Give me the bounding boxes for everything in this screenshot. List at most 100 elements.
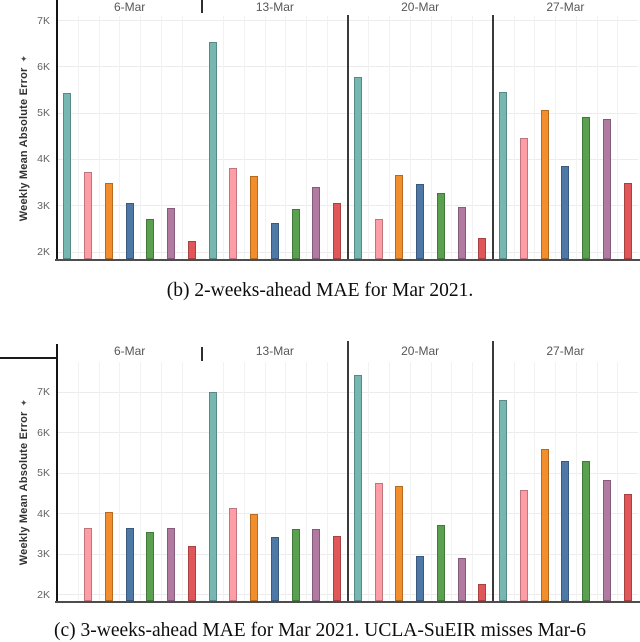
gridline-x <box>264 362 266 601</box>
bar-orange-20-mar[interactable] <box>395 486 404 601</box>
gridline-x <box>534 16 536 259</box>
bar-purple-27-mar[interactable] <box>602 119 611 259</box>
bar-blue-20-mar[interactable] <box>416 556 425 601</box>
bar-orange-27-mar[interactable] <box>540 109 549 259</box>
bar-orange-20-mar[interactable] <box>395 174 404 259</box>
axis-header-divider <box>0 357 57 359</box>
bar-purple-13-mar[interactable] <box>312 529 321 601</box>
bar-orange-13-mar[interactable] <box>250 513 259 601</box>
bar-green-20-mar[interactable] <box>436 525 445 601</box>
bar-green-6-mar[interactable] <box>146 218 155 259</box>
bar-teal-27-mar[interactable] <box>499 92 508 259</box>
gridline-x <box>513 16 515 259</box>
bar-pink-6-mar[interactable] <box>84 528 93 601</box>
y-tick-label: 2K <box>37 588 50 601</box>
plot-area-2-weeks: 2K 3K 4K 5K 6K 7K 6-Mar 13-Mar 20-Mar 27-Mar <box>0 0 640 262</box>
bar-purple-6-mar[interactable] <box>167 208 176 259</box>
gridline-x <box>555 16 556 259</box>
bar-purple-20-mar[interactable] <box>457 206 466 259</box>
gridline-x <box>409 362 411 601</box>
bar-green-13-mar[interactable] <box>291 528 300 601</box>
gridline-x <box>223 16 224 259</box>
bar-red-27-mar[interactable] <box>623 494 632 601</box>
bar-purple-20-mar[interactable] <box>457 557 466 601</box>
gridline-x <box>368 16 370 259</box>
plot-area-3-weeks: 2K 3K 4K 5K 6K 7K 6-Mar 13-Mar 20-Mar 27-Mar <box>0 341 640 603</box>
bar-teal-13-mar[interactable] <box>208 392 217 601</box>
bar-orange-6-mar[interactable] <box>104 182 113 259</box>
gridline-x <box>243 362 245 601</box>
bar-orange-13-mar[interactable] <box>250 175 259 259</box>
gridline-x <box>243 16 245 259</box>
gridline-x <box>472 16 473 259</box>
bar-teal-27-mar[interactable] <box>499 400 508 601</box>
bar-orange-6-mar[interactable] <box>104 511 113 601</box>
caption-c: (c) 3-weeks-ahead MAE for Mar 2021. UCLA… <box>54 620 586 641</box>
gridline-x <box>409 16 411 259</box>
bar-red-6-mar[interactable] <box>187 546 196 601</box>
y-tick-label: 7K <box>37 386 50 399</box>
gridline-x <box>306 362 307 601</box>
header-divider-tick <box>201 0 204 13</box>
bar-green-27-mar[interactable] <box>582 460 591 601</box>
gridline-x <box>596 16 598 259</box>
bar-pink-27-mar[interactable] <box>519 489 528 601</box>
gridline-x <box>451 16 453 259</box>
gridline-x <box>306 16 307 259</box>
header-divider-tick <box>201 347 204 361</box>
pane-divider <box>346 341 349 601</box>
x-axis-line <box>55 601 640 603</box>
gridline-x <box>119 362 121 601</box>
bar-pink-20-mar[interactable] <box>374 483 383 601</box>
y-tick-label: 4K <box>37 507 50 520</box>
bar-pink-13-mar[interactable] <box>229 167 238 259</box>
bar-red-27-mar[interactable] <box>623 182 632 259</box>
gridline-x <box>160 362 162 601</box>
y-tick-label: 6K <box>37 426 50 439</box>
bar-teal-20-mar[interactable] <box>353 374 362 601</box>
bar-blue-27-mar[interactable] <box>561 165 570 259</box>
column-header-6-mar: 6-Mar <box>113 344 146 358</box>
bar-green-13-mar[interactable] <box>291 209 300 259</box>
bar-teal-20-mar[interactable] <box>353 77 362 259</box>
bar-pink-13-mar[interactable] <box>229 507 238 601</box>
bar-red-13-mar[interactable] <box>333 536 342 601</box>
bar-green-20-mar[interactable] <box>436 193 445 259</box>
pane-divider <box>491 341 494 601</box>
y-tick-label: 6K <box>37 60 50 73</box>
y-tick-label: 5K <box>37 467 50 480</box>
bar-blue-20-mar[interactable] <box>416 183 425 259</box>
bar-blue-13-mar[interactable] <box>270 223 279 259</box>
bar-red-20-mar[interactable] <box>478 584 487 601</box>
gridline-x <box>575 362 577 601</box>
bar-blue-13-mar[interactable] <box>270 536 279 601</box>
gridline-x <box>223 362 224 601</box>
bar-red-13-mar[interactable] <box>333 203 342 259</box>
bar-purple-6-mar[interactable] <box>167 528 176 601</box>
gridline-x <box>326 16 328 259</box>
bar-orange-27-mar[interactable] <box>540 449 549 601</box>
bar-red-20-mar[interactable] <box>478 238 487 259</box>
bar-blue-6-mar[interactable] <box>125 202 134 259</box>
chart-2-weeks-mae: Weekly Mean Absolute Error✦ 2K 3K 4K 5K 6K 7K… <box>0 0 640 262</box>
bar-pink-6-mar[interactable] <box>84 171 93 259</box>
column-header-6-mar: 6-Mar <box>113 0 146 14</box>
gridline-x <box>596 362 598 601</box>
chart-3-weeks-mae: Weekly Mean Absolute Error✦ 2K 3K 4K 5K 6K 7K… <box>0 341 640 603</box>
column-header-13-mar: 13-Mar <box>255 344 294 358</box>
bar-blue-6-mar[interactable] <box>125 528 134 601</box>
bar-pink-20-mar[interactable] <box>374 218 383 259</box>
gridline-x <box>285 16 287 259</box>
bar-teal-6-mar[interactable] <box>63 92 72 259</box>
bar-purple-27-mar[interactable] <box>602 479 611 601</box>
pane-divider <box>491 15 494 259</box>
bar-green-27-mar[interactable] <box>582 116 591 259</box>
bar-red-6-mar[interactable] <box>187 240 196 259</box>
gridline-x <box>430 362 432 601</box>
bar-teal-13-mar[interactable] <box>208 42 217 259</box>
bar-pink-27-mar[interactable] <box>519 137 528 259</box>
gridline-x <box>389 16 390 259</box>
bar-blue-27-mar[interactable] <box>561 461 570 601</box>
bar-purple-13-mar[interactable] <box>312 187 321 259</box>
bar-green-6-mar[interactable] <box>146 531 155 601</box>
